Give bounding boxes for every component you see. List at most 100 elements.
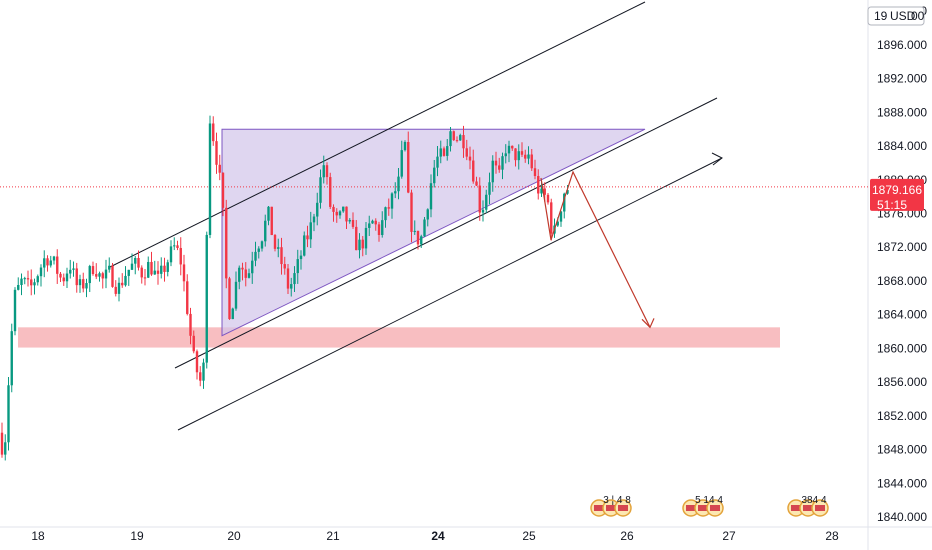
candle-body xyxy=(234,281,238,309)
candle-body xyxy=(306,235,309,240)
candle-body xyxy=(182,264,186,282)
channel-arrowhead xyxy=(711,152,723,166)
candle-body xyxy=(221,172,225,208)
candle-body xyxy=(160,265,163,274)
candle-body xyxy=(316,202,319,217)
candle-body xyxy=(348,219,351,222)
candle-body xyxy=(247,273,251,278)
candle-body xyxy=(309,222,312,240)
candle-body xyxy=(56,256,59,274)
candle-body xyxy=(338,211,342,216)
candle-body xyxy=(283,264,286,269)
candle-body xyxy=(111,265,114,287)
candle-body xyxy=(351,219,355,227)
candle-body xyxy=(173,245,176,247)
channel-line xyxy=(174,97,718,369)
candle-body xyxy=(498,165,501,170)
candle-body xyxy=(124,275,127,286)
candle-body xyxy=(407,142,410,193)
candle-body xyxy=(358,239,361,251)
candle-body xyxy=(485,194,488,210)
candle-body xyxy=(433,167,436,184)
x-tick-label: 26 xyxy=(620,529,634,543)
candle-body xyxy=(559,211,563,222)
candle-body xyxy=(540,188,543,194)
candle-body xyxy=(377,224,381,235)
candle-body xyxy=(39,267,43,277)
candle-body xyxy=(13,289,17,332)
flag-icon-stripe xyxy=(803,505,813,511)
candle-body xyxy=(0,432,4,455)
candle-body xyxy=(452,131,455,141)
price-axis[interactable]: 1840.000 1844.000 1848.000 1852.000 1856.000… xyxy=(877,4,927,524)
candle-body xyxy=(449,131,452,147)
candle-body xyxy=(563,193,566,212)
flag-icon-stripe xyxy=(710,505,720,511)
top-price-partial: 19 xyxy=(874,9,888,23)
candle-body xyxy=(17,285,20,290)
x-tick-label: 21 xyxy=(326,529,340,543)
candle-body xyxy=(143,277,147,279)
currency-button[interactable]: 19 USD 00 xyxy=(867,6,925,26)
candle-body xyxy=(374,220,377,225)
y-tick-label: 1884.000 xyxy=(877,139,927,153)
candlestick-series xyxy=(0,115,569,461)
event-marker[interactable]: 384 4 xyxy=(787,495,829,517)
candle-body xyxy=(225,207,228,279)
candle-body xyxy=(241,267,244,270)
candle-body xyxy=(322,165,325,178)
flag-icon-stripe xyxy=(791,505,801,511)
economic-event-markers[interactable]: 3 ¦ 4 8 5 14 4 384 4 xyxy=(590,495,829,517)
candle-body xyxy=(468,156,472,161)
candle-body xyxy=(546,194,550,203)
candle-body xyxy=(524,154,527,159)
candle-body xyxy=(121,282,124,286)
candle-body xyxy=(228,278,231,320)
candle-body xyxy=(215,141,218,165)
candle-body xyxy=(368,223,371,228)
y-tick-label: 1852.000 xyxy=(877,409,927,423)
support-zone-rect xyxy=(18,327,780,348)
candle-body xyxy=(329,177,332,207)
candle-body xyxy=(75,268,78,286)
candle-body xyxy=(290,284,293,289)
flag-icon-stripe xyxy=(606,505,616,511)
event-marker[interactable]: 3 ¦ 4 8 xyxy=(590,495,632,517)
candle-body xyxy=(475,181,478,186)
candle-body xyxy=(91,266,95,275)
flag-icon-stripe xyxy=(686,505,696,511)
price-badge-countdown: 51:15 xyxy=(877,198,907,212)
candle-body xyxy=(416,230,420,245)
candle-body xyxy=(33,282,36,286)
candle-body xyxy=(436,156,439,168)
y-tick-label: 1896.000 xyxy=(877,38,927,52)
candle-body xyxy=(270,206,273,236)
candle-body xyxy=(260,241,264,249)
candle-body xyxy=(426,209,429,220)
x-tick-label: 19 xyxy=(130,529,144,543)
top-price-partial-right: 00 xyxy=(911,9,925,23)
candle-body xyxy=(72,268,75,270)
candle-body xyxy=(82,279,85,289)
y-tick-label: 1860.000 xyxy=(877,341,927,355)
candle-body xyxy=(169,246,173,263)
y-tick-label: 1892.000 xyxy=(877,72,927,86)
candle-body xyxy=(410,192,413,232)
event-marker[interactable]: 5 14 4 xyxy=(682,495,724,517)
candle-body xyxy=(7,385,10,443)
time-axis[interactable]: 18 19 20 21 24 25 26 27 28 xyxy=(31,529,839,543)
candle-body xyxy=(478,185,481,213)
y-tick-label: 1864.000 xyxy=(877,308,927,322)
projection-arrow xyxy=(540,170,655,329)
candle-body xyxy=(442,148,446,156)
candle-body xyxy=(254,251,257,261)
candle-body xyxy=(504,153,507,157)
candle-body xyxy=(85,283,88,289)
candle-body xyxy=(394,191,397,194)
y-tick-label: 1848.000 xyxy=(877,443,927,457)
candle-body xyxy=(420,236,423,245)
candle-body xyxy=(46,258,49,266)
candle-body xyxy=(325,165,329,178)
candle-body xyxy=(257,248,260,252)
